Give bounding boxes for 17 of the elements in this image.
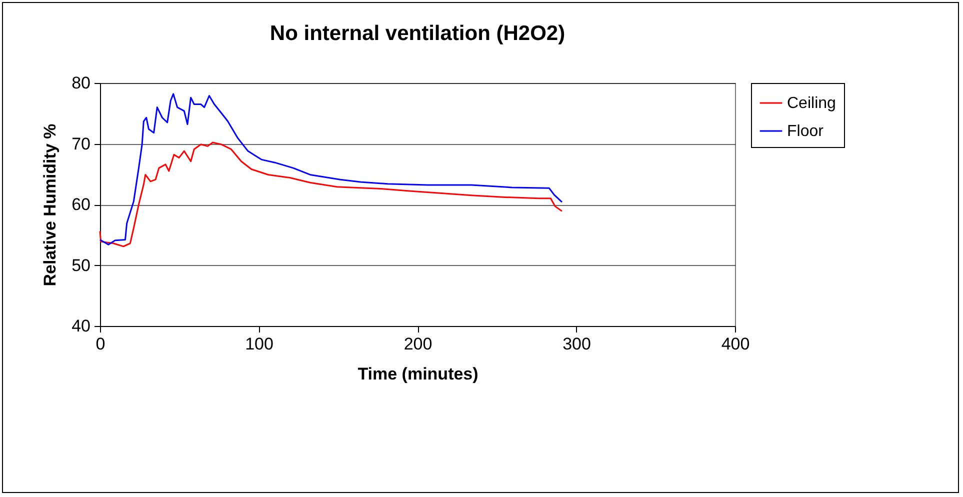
x-tick-label: 300	[562, 334, 591, 354]
x-tick-label: 0	[96, 334, 106, 354]
y-axis-title: Relative Humidity %	[40, 124, 60, 286]
chart-title: No internal ventilation (H2O2)	[270, 22, 566, 45]
legend-label: Ceiling	[787, 95, 836, 112]
line-series	[99, 93, 563, 246]
legend-label: Floor	[787, 123, 824, 140]
x-tick-label: 200	[404, 334, 432, 354]
x-tick-label: 100	[245, 334, 274, 354]
x-axis-title: Time (minutes)	[358, 364, 478, 384]
y-tick-label: 40	[72, 316, 90, 336]
y-tick-label: 50	[72, 256, 90, 275]
y-tick-label: 60	[72, 195, 90, 214]
line-series	[99, 142, 563, 248]
x-tick-label: 400	[721, 334, 750, 354]
y-tick-label: 80	[72, 74, 90, 92]
y-tick-label: 70	[72, 134, 90, 154]
